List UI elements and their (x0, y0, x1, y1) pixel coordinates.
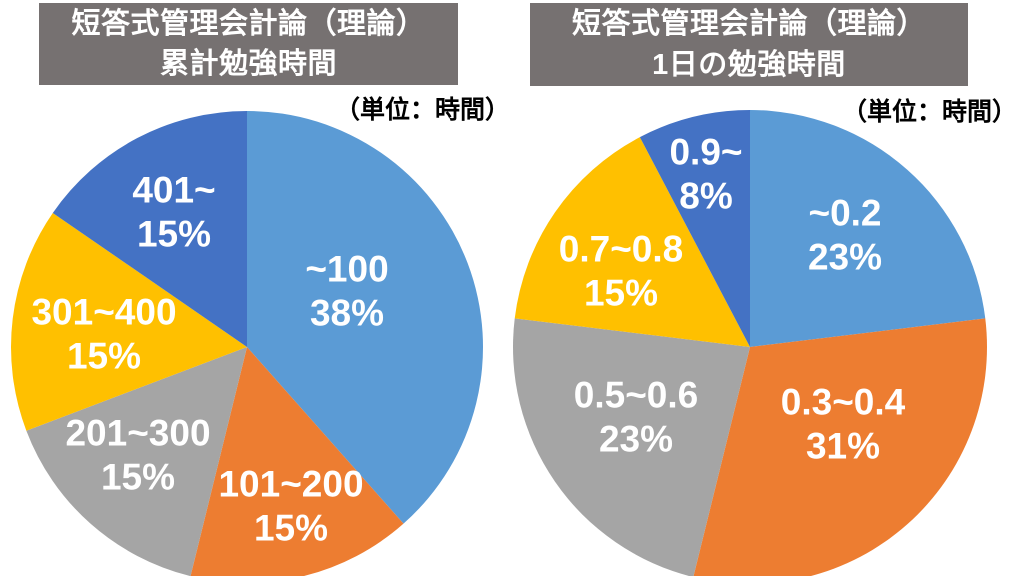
pie-0-slice-3 (11, 212, 247, 431)
right-chart-title-line2: 1日の勉強時間 (652, 48, 846, 81)
pie-0-slice-2 (26, 347, 247, 576)
pie-1-slice-4 (639, 110, 750, 347)
right-unit-label: （単位：時間） (841, 98, 1017, 126)
pie-cumulative-hours (11, 111, 484, 576)
right-chart-title-line1: 短答式管理会計論（理論） (571, 8, 926, 41)
pie-1-slice-1 (693, 318, 987, 576)
pie-1-slice-3 (514, 137, 750, 347)
pie-0-slice-4 (52, 111, 247, 347)
pie-1-slice-2 (513, 318, 750, 576)
pie-0-slice-0 (247, 111, 484, 524)
pie-0-slice-1 (190, 347, 404, 576)
pie-1-slice-0 (750, 110, 986, 347)
pie-daily-hours (513, 110, 987, 576)
right-chart-title: 短答式管理会計論（理論） 1日の勉強時間 (530, 3, 968, 86)
left-chart-title: 短答式管理会計論（理論） 累計勉強時間 (39, 3, 458, 85)
left-unit-label: （単位：時間） (334, 96, 510, 124)
left-chart-title-line1: 短答式管理会計論（理論） (71, 7, 426, 40)
left-chart-title-line2: 累計勉強時間 (159, 48, 337, 80)
